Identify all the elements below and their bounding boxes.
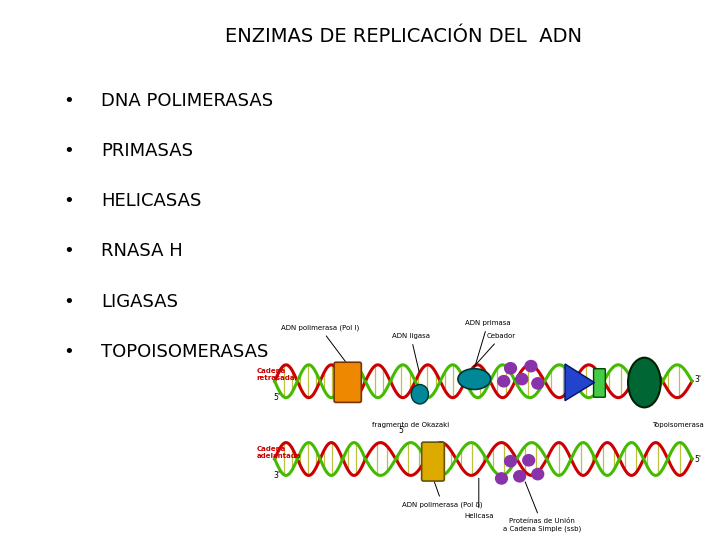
- Text: Proteínas de Unión
a Cadena Simple (ssb): Proteínas de Unión a Cadena Simple (ssb): [503, 482, 582, 532]
- Circle shape: [525, 361, 537, 372]
- Polygon shape: [565, 364, 595, 401]
- Text: Cadena
adelantada: Cadena adelantada: [256, 446, 301, 459]
- Circle shape: [532, 469, 544, 480]
- Text: ENZIMAS DE REPLICACIÓN DEL  ADN: ENZIMAS DE REPLICACIÓN DEL ADN: [225, 27, 582, 46]
- FancyBboxPatch shape: [422, 442, 444, 481]
- Text: Topoisomerasa: Topoisomerasa: [652, 422, 704, 428]
- FancyBboxPatch shape: [593, 369, 606, 397]
- Circle shape: [505, 456, 516, 467]
- Circle shape: [516, 374, 528, 384]
- Circle shape: [505, 363, 516, 374]
- Text: HELICASAS: HELICASAS: [101, 192, 201, 210]
- Text: 5': 5': [274, 393, 281, 402]
- Ellipse shape: [628, 357, 661, 407]
- Text: DNA POLIMERASAS: DNA POLIMERASAS: [101, 92, 273, 110]
- Text: RNASA H: RNASA H: [101, 242, 183, 260]
- Text: •: •: [63, 192, 73, 210]
- Circle shape: [498, 376, 510, 387]
- Text: PRIMASAS: PRIMASAS: [101, 142, 193, 160]
- Text: Cebador: Cebador: [474, 333, 516, 367]
- Text: TOPOISOMERASAS: TOPOISOMERASAS: [101, 343, 268, 361]
- Ellipse shape: [411, 384, 428, 404]
- Ellipse shape: [458, 369, 490, 389]
- Text: ADN primasa: ADN primasa: [465, 320, 510, 366]
- Text: Cadena
retrasada: Cadena retrasada: [256, 368, 295, 381]
- Text: LIGASAS: LIGASAS: [101, 293, 178, 310]
- Circle shape: [523, 455, 534, 466]
- FancyBboxPatch shape: [334, 362, 361, 402]
- Circle shape: [495, 473, 508, 484]
- Text: •: •: [63, 242, 73, 260]
- Text: 5': 5': [398, 427, 405, 435]
- Text: 3': 3': [694, 375, 701, 383]
- Text: ADN ligasa: ADN ligasa: [392, 333, 430, 372]
- Text: fragmento de Okazaki: fragmento de Okazaki: [372, 422, 449, 428]
- Text: 5': 5': [694, 455, 701, 463]
- Text: •: •: [63, 343, 73, 361]
- Text: 3': 3': [274, 471, 281, 480]
- Text: •: •: [63, 293, 73, 310]
- Circle shape: [514, 471, 526, 482]
- Text: ADN polimerasa (Pol δ): ADN polimerasa (Pol δ): [402, 482, 483, 508]
- Text: •: •: [63, 92, 73, 110]
- Text: ADN polimerasa (Pol I): ADN polimerasa (Pol I): [281, 325, 359, 362]
- Text: •: •: [63, 142, 73, 160]
- Text: Helicasa: Helicasa: [464, 478, 493, 519]
- Circle shape: [532, 378, 544, 389]
